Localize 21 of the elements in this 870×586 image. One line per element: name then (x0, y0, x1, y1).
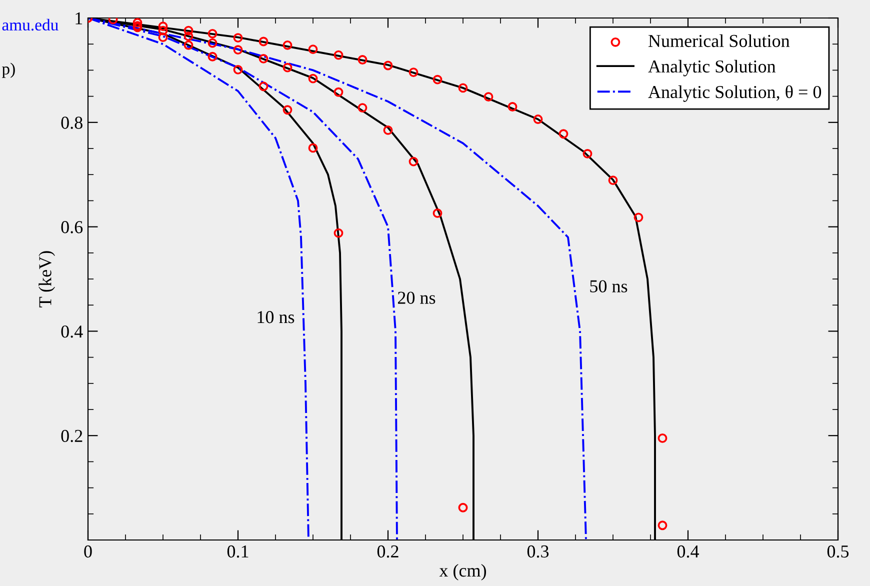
y-tick-label: 0.8 (61, 116, 82, 129)
legend-label: Analytic Solution (648, 60, 776, 76)
annotation: 20 ns (398, 292, 436, 304)
x-tick-label: 0.3 (527, 545, 549, 558)
annotation: 10 ns (258, 311, 294, 324)
legend-label: Analytic Solution, θ = 0 (648, 85, 822, 102)
x-tick-label: 0.2 (377, 545, 398, 558)
annotation: 50 ns (590, 280, 628, 292)
x-tick-label: 0.5 (827, 545, 849, 558)
legend-label: Numerical Solution (648, 34, 790, 48)
x-tick-label: 0 (84, 545, 92, 558)
y-tick-label: 1 (76, 12, 82, 24)
x-tick-label: 0.1 (227, 545, 248, 558)
text: p) (2, 62, 15, 78)
x-axis-title: x (cm) (439, 564, 486, 580)
y-tick-label: 0.6 (61, 221, 83, 234)
y-tick-label: 0.4 (61, 325, 83, 338)
x-tick-label: 0.4 (677, 545, 700, 558)
y-axis-title: T (keV) (38, 251, 56, 308)
y-tick-label: 0.2 (61, 430, 82, 442)
text: amu.edu (2, 18, 58, 31)
